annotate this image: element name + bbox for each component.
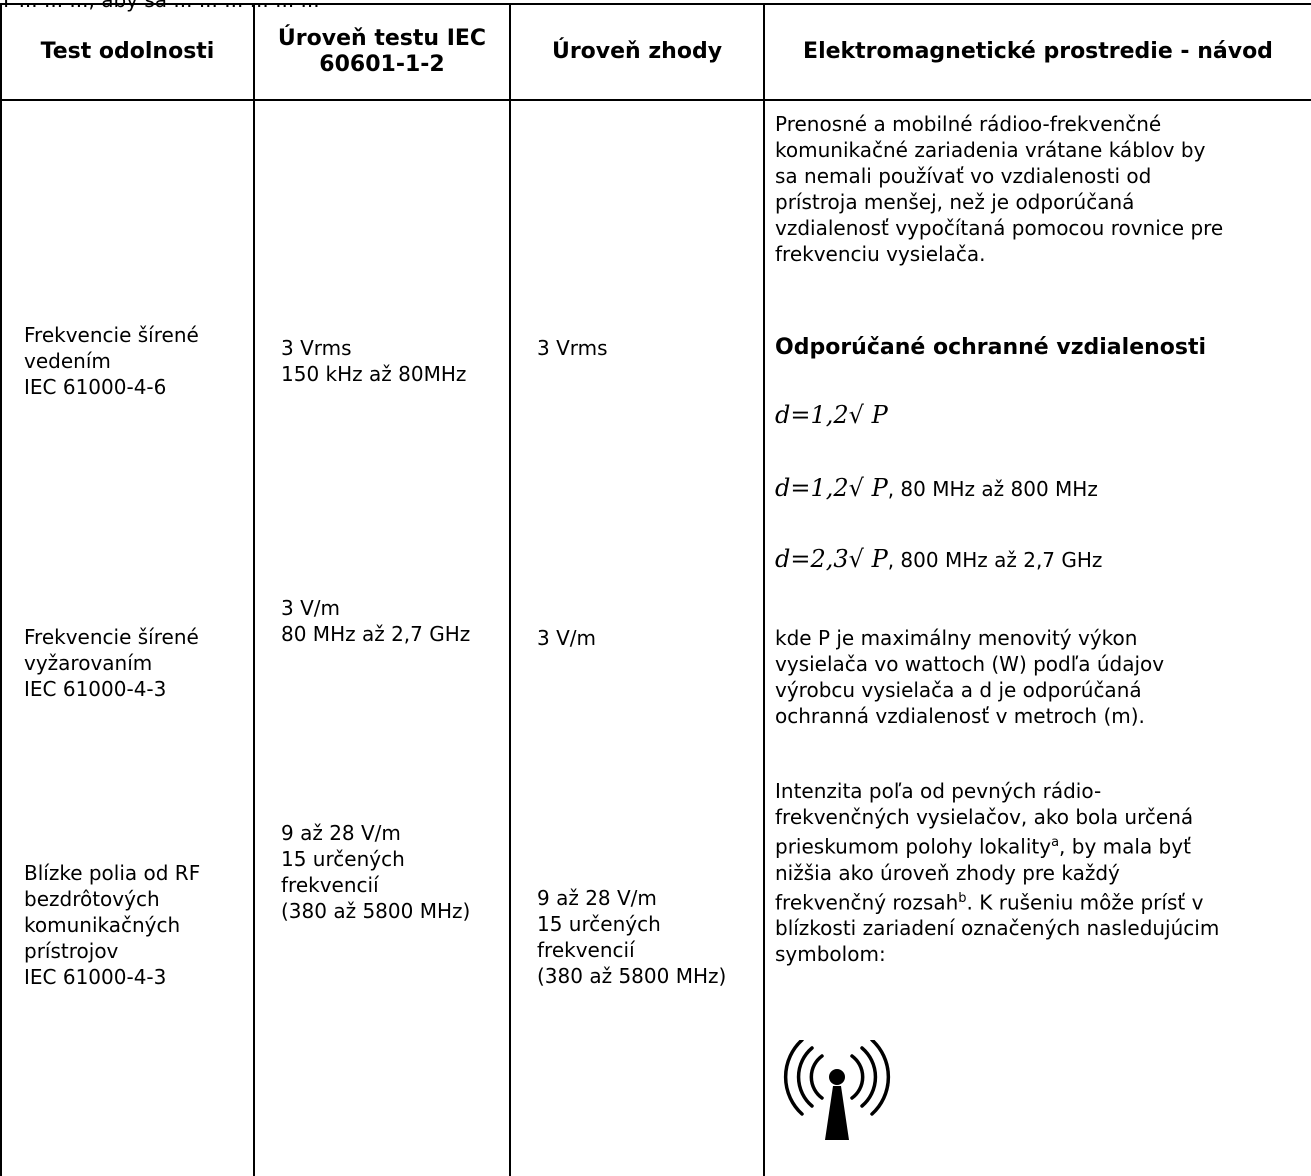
guidance-line: frekvenciu vysielača. bbox=[775, 242, 986, 266]
test-near-fields-line: Blízke polia od RF bbox=[24, 861, 201, 885]
guidance-paragraph-2: kde P je maximálny menovitý výkon vysiel… bbox=[775, 625, 1164, 729]
guidance-line: prístroja menšej, než je odporúčaná bbox=[775, 190, 1135, 214]
level-conducted-line: 150 kHz až 80MHz bbox=[281, 362, 467, 386]
guidance-line: komunikačné zariadenia vrátane káblov by bbox=[775, 138, 1206, 162]
guidance-line: frekvenčných vysielačov, ako bola určená bbox=[775, 805, 1194, 829]
compliance-near-fields-line: 15 určených bbox=[537, 912, 661, 936]
footnote-marker-b: b bbox=[958, 890, 967, 906]
test-near-fields-line: IEC 61000-4-3 bbox=[24, 965, 167, 989]
test-conducted-line: Frekvencie šírené bbox=[24, 323, 199, 347]
header-test-odolnosti: Test odolnosti bbox=[40, 39, 215, 64]
formula-3: d=2,3√ P, 800 MHz až 2,7 GHz bbox=[775, 546, 1102, 573]
footnote-marker-a: a bbox=[1051, 835, 1060, 850]
header-divider bbox=[2, 99, 1311, 101]
guidance-text: . K rušeniu môže prísť v bbox=[966, 890, 1204, 915]
guidance-line: prieskumom polohy lokalitya, by mala byť bbox=[775, 830, 1219, 860]
guidance-line: vysielača vo wattoch (W) podľa údajov bbox=[775, 652, 1165, 676]
test-near-fields-line: komunikačných bbox=[24, 913, 181, 937]
guidance-text: frekvenčný rozsah bbox=[775, 890, 959, 915]
formula-2: d=1,2√ P, 80 MHz až 800 MHz bbox=[775, 475, 1098, 502]
level-near-fields-line: (380 až 5800 MHz) bbox=[281, 899, 471, 923]
compliance-near-fields: 9 až 28 V/m 15 určených frekvencií (380 … bbox=[537, 885, 726, 989]
header-prostredie-navod: Elektromagnetické prostredie - návod bbox=[803, 39, 1273, 64]
formula-3-range: , 800 MHz až 2,7 GHz bbox=[887, 548, 1103, 572]
guidance-line: symbolom: bbox=[775, 942, 886, 967]
level-near-fields: 9 až 28 V/m 15 určených frekvencií (380 … bbox=[281, 820, 470, 924]
col-divider-1 bbox=[253, 5, 255, 1176]
test-radiated-line: vyžarovaním bbox=[24, 651, 153, 675]
guidance-line: sa nemali používať vo vzdialenosti od bbox=[775, 164, 1152, 188]
test-near-fields-line: bezdrôtových bbox=[24, 887, 160, 911]
col-divider-3 bbox=[763, 5, 765, 1176]
test-conducted: Frekvencie šírené vedením IEC 61000-4-6 bbox=[24, 322, 199, 400]
formula-2-range: , 80 MHz až 800 MHz bbox=[887, 477, 1098, 501]
guidance-line: nižšia ako úroveň zhody pre každý bbox=[775, 860, 1120, 885]
level-radiated-line: 80 MHz až 2,7 GHz bbox=[281, 622, 471, 646]
guidance-line: blízkosti zariadení označených nasledujú… bbox=[775, 916, 1220, 941]
col-divider-2 bbox=[509, 5, 511, 1176]
level-conducted: 3 Vrms 150 kHz až 80MHz bbox=[281, 335, 466, 387]
guidance-text: , by mala byť bbox=[1059, 834, 1191, 859]
test-near-fields: Blízke polia od RF bezdrôtových komunika… bbox=[24, 860, 200, 990]
guidance-line: vzdialenosť vypočítaná pomocou rovnice p… bbox=[775, 216, 1224, 240]
compliance-near-fields-line: 9 až 28 V/m bbox=[537, 886, 657, 910]
formula-2-math: d=1,2√ P bbox=[775, 474, 888, 502]
formula-1: d=1,2√ P bbox=[775, 402, 888, 429]
emc-immunity-table: Test odolnosti Úroveň testu IEC 60601-1-… bbox=[0, 3, 1311, 1176]
test-near-fields-line: prístrojov bbox=[24, 939, 119, 963]
compliance-conducted-line: 3 Vrms bbox=[537, 336, 608, 360]
formula-3-math: d=2,3√ P bbox=[775, 545, 888, 573]
level-radiated-line: 3 V/m bbox=[281, 596, 340, 620]
level-radiated: 3 V/m 80 MHz až 2,7 GHz bbox=[281, 595, 470, 647]
header-uroven-zhody: Úroveň zhody bbox=[551, 39, 723, 64]
guidance-text: prieskumom polohy lokality bbox=[775, 834, 1052, 859]
test-conducted-line: IEC 61000-4-6 bbox=[24, 375, 167, 399]
guidance-line: ochranná vzdialenosť v metroch (m). bbox=[775, 704, 1145, 728]
level-near-fields-line: 15 určených bbox=[281, 847, 405, 871]
header-uroven-testu: Úroveň testu IEC 60601-1-2 bbox=[277, 26, 487, 77]
compliance-near-fields-line: frekvencií bbox=[537, 938, 635, 962]
guidance-paragraph-1: Prenosné a mobilné rádioo-frekvenčné kom… bbox=[775, 111, 1223, 267]
compliance-near-fields-line: (380 až 5800 MHz) bbox=[537, 964, 727, 988]
compliance-conducted: 3 Vrms bbox=[537, 335, 608, 361]
formula-1-math: d=1,2√ P bbox=[775, 401, 888, 429]
guidance-paragraph-3: Intenzita poľa od pevných rádio- frekven… bbox=[775, 778, 1219, 967]
guidance-line: výrobcu vysielača a d je odporúčaná bbox=[775, 678, 1142, 702]
test-radiated-line: IEC 61000-4-3 bbox=[24, 677, 167, 701]
level-conducted-line: 3 Vrms bbox=[281, 336, 352, 360]
guidance-line: frekvenčný rozsahb. K rušeniu môže prísť… bbox=[775, 886, 1219, 916]
guidance-line: kde P je maximálny menovitý výkon bbox=[775, 626, 1138, 650]
non-ionizing-radiation-icon bbox=[783, 1040, 891, 1140]
compliance-radiated-line: 3 V/m bbox=[537, 626, 596, 650]
test-radiated: Frekvencie šírené vyžarovaním IEC 61000-… bbox=[24, 624, 199, 702]
level-near-fields-line: 9 až 28 V/m bbox=[281, 821, 401, 845]
test-conducted-line: vedením bbox=[24, 349, 111, 373]
test-radiated-line: Frekvencie šírené bbox=[24, 625, 199, 649]
compliance-radiated: 3 V/m bbox=[537, 625, 596, 651]
guidance-subheading: Odporúčané ochranné vzdialenosti bbox=[775, 335, 1207, 360]
guidance-line: Prenosné a mobilné rádioo-frekvenčné bbox=[775, 112, 1162, 136]
level-near-fields-line: frekvencií bbox=[281, 873, 379, 897]
guidance-line: Intenzita poľa od pevných rádio- bbox=[775, 779, 1102, 803]
